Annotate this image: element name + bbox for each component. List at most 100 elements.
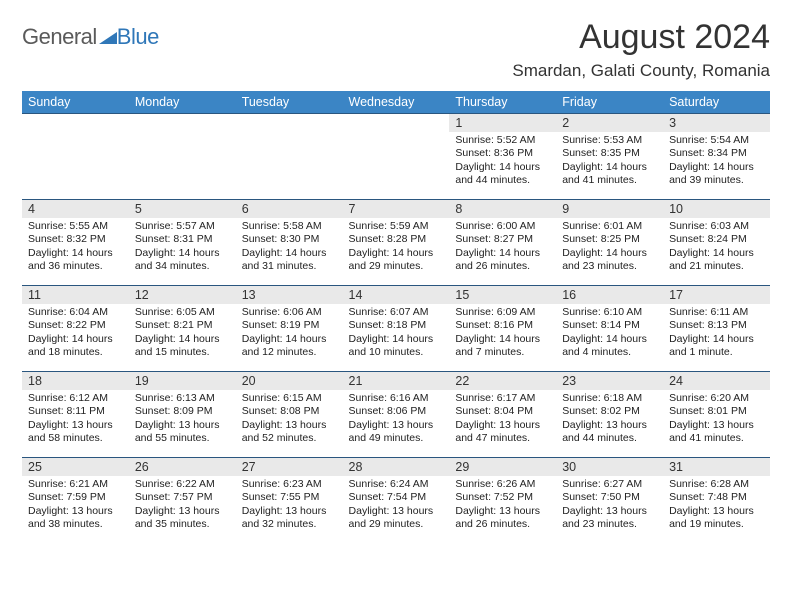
day-number: 1 (449, 114, 556, 132)
sunset-line: Sunset: 8:13 PM (669, 319, 764, 332)
calendar-week-row: 4Sunrise: 5:55 AMSunset: 8:32 PMDaylight… (22, 200, 770, 286)
calendar-cell: 28Sunrise: 6:24 AMSunset: 7:54 PMDayligh… (343, 458, 450, 544)
title-block: August 2024 Smardan, Galati County, Roma… (512, 18, 770, 81)
sunset-line: Sunset: 7:55 PM (242, 491, 337, 504)
day-info: Sunrise: 6:12 AMSunset: 8:11 PMDaylight:… (22, 390, 129, 450)
sunrise-line: Sunrise: 6:03 AM (669, 220, 764, 233)
day-number: 30 (556, 458, 663, 476)
day-number: 20 (236, 372, 343, 390)
day-number: 8 (449, 200, 556, 218)
daylight-line1: Daylight: 14 hours (669, 161, 764, 174)
daylight-line2: and 34 minutes. (135, 260, 230, 273)
day-number: 9 (556, 200, 663, 218)
sunrise-line: Sunrise: 6:04 AM (28, 306, 123, 319)
day-number: 22 (449, 372, 556, 390)
sunrise-line: Sunrise: 6:24 AM (349, 478, 444, 491)
daylight-line2: and 41 minutes. (669, 432, 764, 445)
sunrise-line: Sunrise: 6:26 AM (455, 478, 550, 491)
daylight-line2: and 26 minutes. (455, 518, 550, 531)
sunrise-line: Sunrise: 6:27 AM (562, 478, 657, 491)
sunrise-line: Sunrise: 6:21 AM (28, 478, 123, 491)
weekday-header: Tuesday (236, 91, 343, 114)
daylight-line1: Daylight: 13 hours (242, 505, 337, 518)
sunset-line: Sunset: 7:54 PM (349, 491, 444, 504)
day-info: Sunrise: 6:13 AMSunset: 8:09 PMDaylight:… (129, 390, 236, 450)
daylight-line2: and 39 minutes. (669, 174, 764, 187)
daylight-line1: Daylight: 14 hours (135, 333, 230, 346)
sunrise-line: Sunrise: 6:06 AM (242, 306, 337, 319)
sunset-line: Sunset: 8:01 PM (669, 405, 764, 418)
calendar-cell: 29Sunrise: 6:26 AMSunset: 7:52 PMDayligh… (449, 458, 556, 544)
daylight-line2: and 35 minutes. (135, 518, 230, 531)
sunrise-line: Sunrise: 6:18 AM (562, 392, 657, 405)
sunrise-line: Sunrise: 5:57 AM (135, 220, 230, 233)
daylight-line1: Daylight: 13 hours (349, 419, 444, 432)
calendar-cell: 12Sunrise: 6:05 AMSunset: 8:21 PMDayligh… (129, 286, 236, 372)
sunrise-line: Sunrise: 5:52 AM (455, 134, 550, 147)
calendar-cell: 18Sunrise: 6:12 AMSunset: 8:11 PMDayligh… (22, 372, 129, 458)
calendar-week-row: 11Sunrise: 6:04 AMSunset: 8:22 PMDayligh… (22, 286, 770, 372)
sunrise-line: Sunrise: 5:58 AM (242, 220, 337, 233)
daylight-line2: and 41 minutes. (562, 174, 657, 187)
daylight-line1: Daylight: 14 hours (669, 333, 764, 346)
sunrise-line: Sunrise: 6:28 AM (669, 478, 764, 491)
sunset-line: Sunset: 8:16 PM (455, 319, 550, 332)
day-info: Sunrise: 6:21 AMSunset: 7:59 PMDaylight:… (22, 476, 129, 536)
sunset-line: Sunset: 8:30 PM (242, 233, 337, 246)
sunrise-line: Sunrise: 6:10 AM (562, 306, 657, 319)
calendar-cell: 8Sunrise: 6:00 AMSunset: 8:27 PMDaylight… (449, 200, 556, 286)
calendar-cell: 7Sunrise: 5:59 AMSunset: 8:28 PMDaylight… (343, 200, 450, 286)
weekday-header: Thursday (449, 91, 556, 114)
daylight-line1: Daylight: 13 hours (562, 505, 657, 518)
calendar-week-row: 1Sunrise: 5:52 AMSunset: 8:36 PMDaylight… (22, 114, 770, 200)
sunset-line: Sunset: 8:36 PM (455, 147, 550, 160)
calendar-cell: 24Sunrise: 6:20 AMSunset: 8:01 PMDayligh… (663, 372, 770, 458)
sunset-line: Sunset: 7:50 PM (562, 491, 657, 504)
daylight-line2: and 36 minutes. (28, 260, 123, 273)
day-info: Sunrise: 5:52 AMSunset: 8:36 PMDaylight:… (449, 132, 556, 192)
daylight-line2: and 49 minutes. (349, 432, 444, 445)
daylight-line2: and 23 minutes. (562, 518, 657, 531)
daylight-line1: Daylight: 13 hours (135, 505, 230, 518)
daylight-line1: Daylight: 14 hours (135, 247, 230, 260)
calendar-cell: 21Sunrise: 6:16 AMSunset: 8:06 PMDayligh… (343, 372, 450, 458)
calendar-body: 1Sunrise: 5:52 AMSunset: 8:36 PMDaylight… (22, 114, 770, 544)
day-number: 25 (22, 458, 129, 476)
daylight-line1: Daylight: 14 hours (562, 333, 657, 346)
sunset-line: Sunset: 8:06 PM (349, 405, 444, 418)
sunrise-line: Sunrise: 6:07 AM (349, 306, 444, 319)
calendar-cell: 4Sunrise: 5:55 AMSunset: 8:32 PMDaylight… (22, 200, 129, 286)
daylight-line1: Daylight: 13 hours (349, 505, 444, 518)
sunset-line: Sunset: 7:48 PM (669, 491, 764, 504)
day-info: Sunrise: 6:18 AMSunset: 8:02 PMDaylight:… (556, 390, 663, 450)
daylight-line1: Daylight: 14 hours (562, 247, 657, 260)
daylight-line1: Daylight: 14 hours (669, 247, 764, 260)
calendar-cell: 17Sunrise: 6:11 AMSunset: 8:13 PMDayligh… (663, 286, 770, 372)
sunset-line: Sunset: 7:52 PM (455, 491, 550, 504)
daylight-line2: and 44 minutes. (562, 432, 657, 445)
sunset-line: Sunset: 8:21 PM (135, 319, 230, 332)
day-number: 17 (663, 286, 770, 304)
day-info: Sunrise: 6:04 AMSunset: 8:22 PMDaylight:… (22, 304, 129, 364)
day-info: Sunrise: 5:54 AMSunset: 8:34 PMDaylight:… (663, 132, 770, 192)
day-number: 3 (663, 114, 770, 132)
day-number: 26 (129, 458, 236, 476)
daylight-line1: Daylight: 13 hours (455, 505, 550, 518)
calendar-cell: 11Sunrise: 6:04 AMSunset: 8:22 PMDayligh… (22, 286, 129, 372)
daylight-line1: Daylight: 13 hours (455, 419, 550, 432)
daylight-line1: Daylight: 14 hours (562, 161, 657, 174)
daylight-line2: and 58 minutes. (28, 432, 123, 445)
daylight-line1: Daylight: 13 hours (669, 419, 764, 432)
day-number: 14 (343, 286, 450, 304)
day-info: Sunrise: 6:11 AMSunset: 8:13 PMDaylight:… (663, 304, 770, 364)
day-number: 16 (556, 286, 663, 304)
day-number: 24 (663, 372, 770, 390)
daylight-line2: and 21 minutes. (669, 260, 764, 273)
daylight-line2: and 31 minutes. (242, 260, 337, 273)
day-info: Sunrise: 5:55 AMSunset: 8:32 PMDaylight:… (22, 218, 129, 278)
sunset-line: Sunset: 8:35 PM (562, 147, 657, 160)
daylight-line1: Daylight: 14 hours (455, 247, 550, 260)
day-number: 5 (129, 200, 236, 218)
calendar-cell: 3Sunrise: 5:54 AMSunset: 8:34 PMDaylight… (663, 114, 770, 200)
day-number: 19 (129, 372, 236, 390)
